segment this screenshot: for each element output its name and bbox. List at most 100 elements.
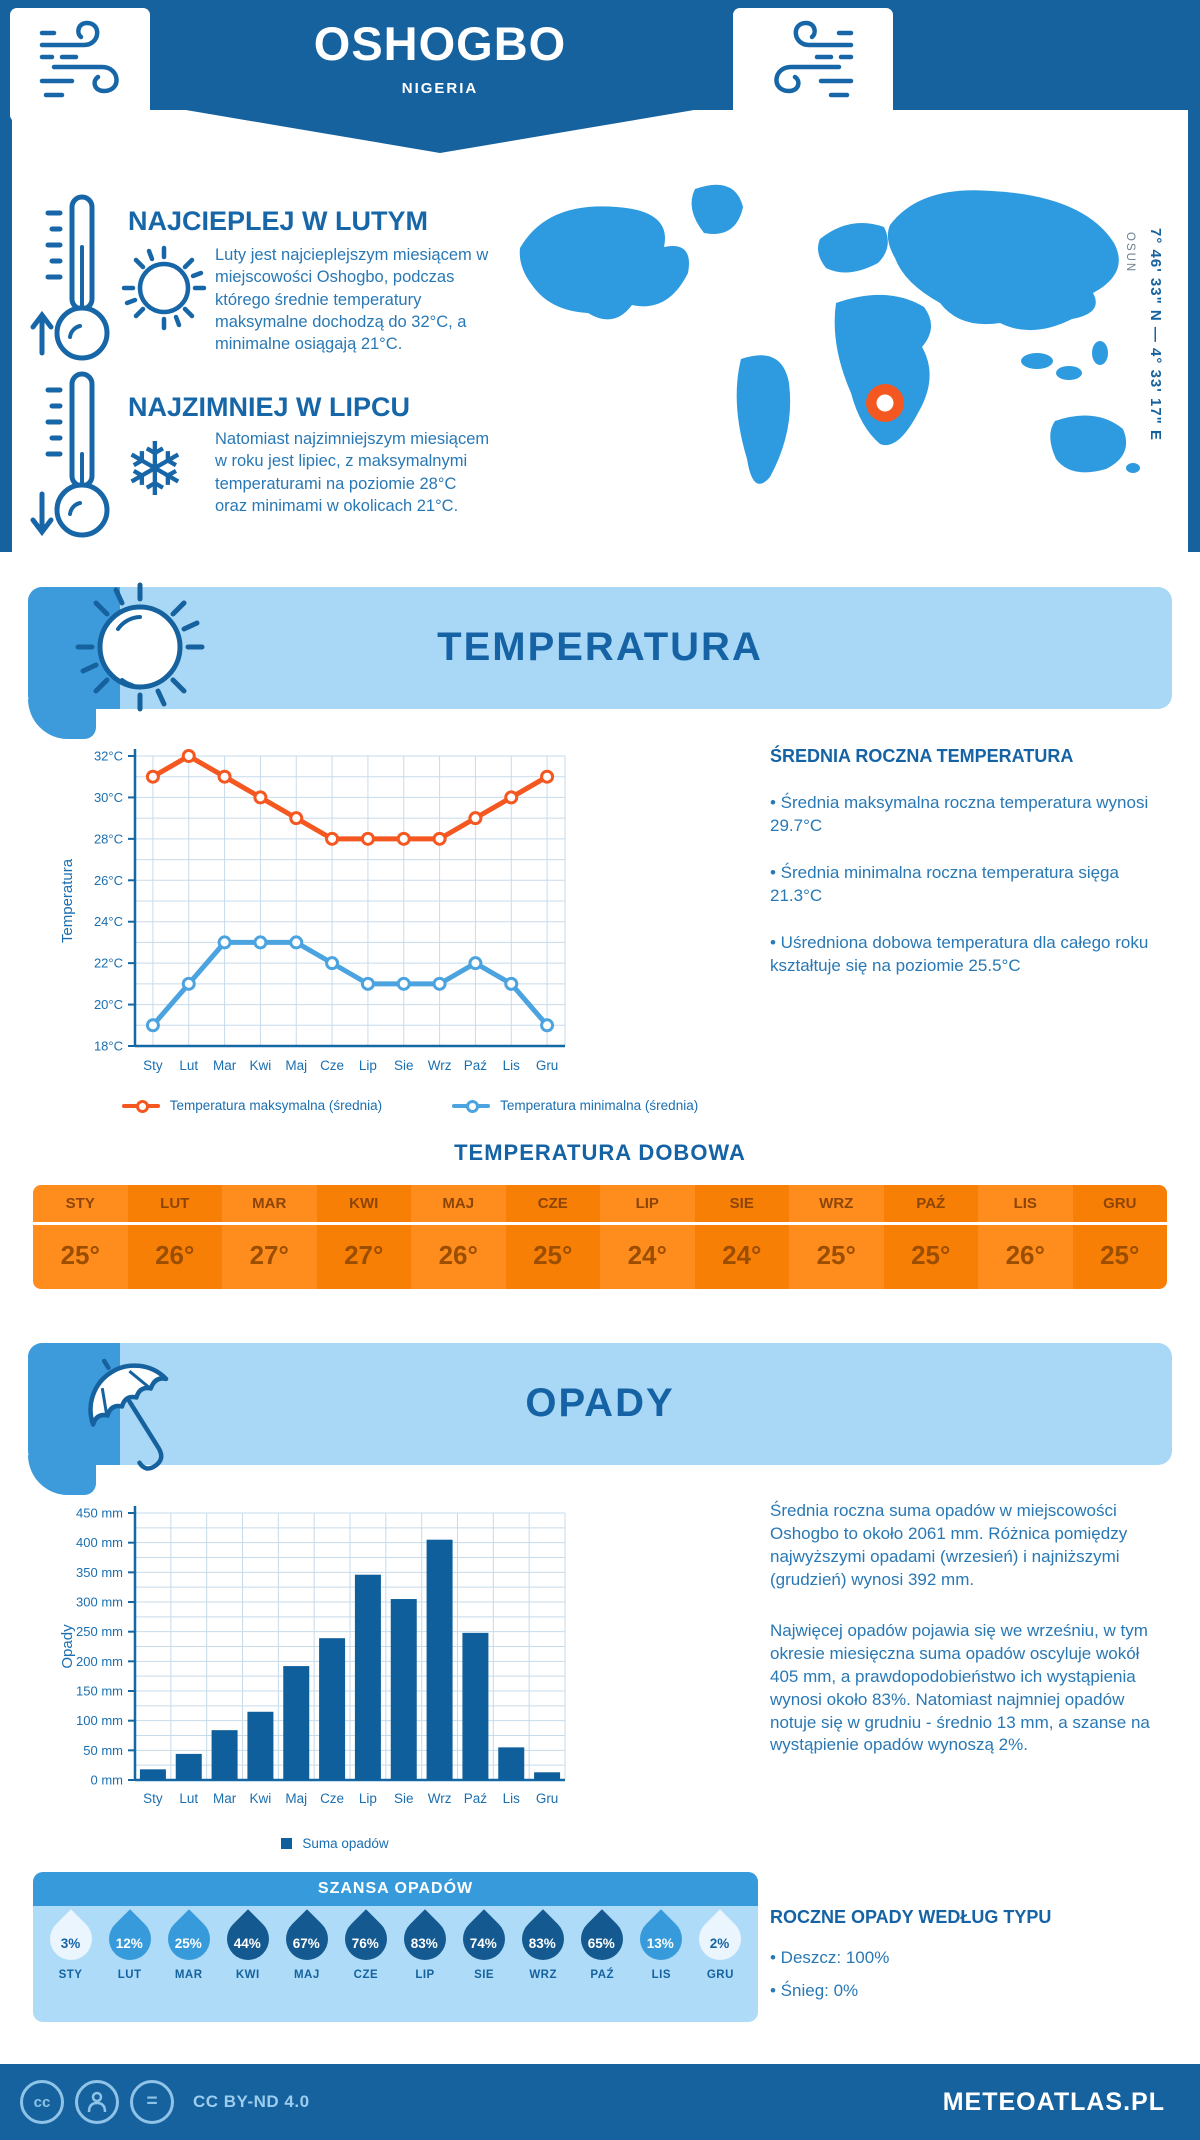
droplet-cell: 65% PAŹ — [572, 1906, 632, 1981]
svg-text:Maj: Maj — [285, 1791, 307, 1806]
svg-text:450 mm: 450 mm — [76, 1506, 123, 1521]
droplet-month: CZE — [353, 1969, 379, 1981]
region-label: OSUN — [1124, 232, 1136, 274]
droplet-month: KWI — [235, 1969, 260, 1981]
temperature-legend: Temperatura maksymalna (średnia) Temperat… — [30, 1098, 790, 1113]
temperature-chart: 18°C 20°C 22°C 24°C 26°C 28°C 30°C 32°C Sty Lut Ma… — [30, 740, 570, 1090]
droplet-cell: 13% LIS — [631, 1906, 692, 1981]
table-temperature-value: 25° — [911, 1240, 951, 1270]
droplet-month: LIS — [651, 1969, 672, 1981]
svg-text:32°C: 32°C — [94, 749, 123, 764]
svg-text:300 mm: 300 mm — [76, 1595, 123, 1610]
table-month-header: KWI — [349, 1195, 379, 1212]
svg-text:250 mm: 250 mm — [76, 1624, 123, 1639]
thermometer-up-icon — [28, 185, 128, 370]
svg-text:Mar: Mar — [213, 1058, 237, 1073]
svg-text:350 mm: 350 mm — [76, 1565, 123, 1580]
table-column: KWI 27° — [316, 1185, 411, 1289]
svg-text:50 mm: 50 mm — [83, 1743, 123, 1758]
wind-box-left — [10, 8, 150, 122]
license-label: CC BY-ND 4.0 — [193, 2092, 310, 2111]
svg-text:22°C: 22°C — [94, 956, 123, 971]
table-month-header: MAJ — [442, 1195, 475, 1212]
table-temperature-value: 26° — [155, 1240, 195, 1270]
table-month-header: CZE — [537, 1195, 568, 1212]
table-column: WRZ 25° — [789, 1185, 884, 1289]
droplet-month: LUT — [117, 1969, 142, 1981]
warmest-text: Luty jest najcieplejszym miesiącem w mie… — [215, 246, 489, 354]
svg-text:18°C: 18°C — [94, 1039, 123, 1054]
svg-text:26°C: 26°C — [94, 873, 123, 888]
sun-badge-icon — [70, 577, 210, 722]
droplet-month: GRU — [706, 1969, 734, 1981]
table-temperature-value: 25° — [816, 1240, 856, 1270]
table-column: CZE 25° — [505, 1185, 600, 1289]
table-temperature-value: 26° — [438, 1240, 478, 1270]
svg-text:Lis: Lis — [503, 1791, 521, 1806]
coordinates-label: 7° 46' 33" N — 4° 33' 17" E — [1147, 228, 1164, 441]
snowflake-icon: ❄ — [124, 428, 187, 511]
annual-temperature-panel: ŚREDNIA ROCZNA TEMPERATURA • Średnia mak… — [770, 744, 1168, 1002]
thermometer-down-icon — [28, 362, 128, 547]
svg-text:Opady: Opady — [59, 1624, 76, 1669]
svg-text:Sie: Sie — [394, 1791, 414, 1806]
svg-text:20°C: 20°C — [94, 997, 123, 1012]
table-temperature-value: 25° — [1100, 1240, 1140, 1270]
temperature-section-banner: TEMPERATURA — [28, 582, 1172, 739]
right-border — [1188, 0, 1200, 552]
svg-text:0 mm: 0 mm — [91, 1773, 124, 1788]
svg-text:Gru: Gru — [536, 1791, 559, 1806]
table-column: LUT 26° — [127, 1185, 222, 1289]
droplet-value: 83% — [529, 1935, 557, 1951]
table-column: STY 25° — [33, 1185, 128, 1289]
precipitation-paragraph: Średnia roczna suma opadów w miejscowośc… — [770, 1501, 1128, 1589]
svg-text:Kwi: Kwi — [250, 1058, 272, 1073]
droplet-month: MAR — [174, 1969, 203, 1981]
droplet-value: 74% — [470, 1935, 498, 1951]
svg-text:Kwi: Kwi — [250, 1791, 272, 1806]
coldest-title: NAJZIMNIEJ W LIPCU — [128, 392, 411, 422]
droplet-icon: 2% — [690, 1909, 751, 1969]
svg-text:Wrz: Wrz — [428, 1791, 452, 1806]
droplet-cell: 44% KWI — [218, 1906, 278, 1981]
coldest-text: Natomiast najzimniejszym miesiącem w rok… — [215, 430, 490, 515]
droplet-value: 25% — [175, 1935, 203, 1951]
svg-text:Cze: Cze — [320, 1791, 344, 1806]
droplet-month: MAJ — [293, 1969, 320, 1981]
world-map — [492, 163, 1144, 531]
wind-icon — [765, 15, 861, 116]
table-divider — [33, 1222, 1167, 1225]
droplet-value: 2% — [710, 1935, 731, 1951]
table-temperature-value: 24° — [722, 1240, 762, 1270]
svg-text:Lip: Lip — [359, 1058, 377, 1073]
droplet-cell: 2% GRU — [690, 1906, 751, 1981]
table-temperature-value: 27° — [249, 1240, 289, 1270]
droplet-value: 44% — [234, 1935, 262, 1951]
precipitation-section-title: OPADY — [525, 1381, 675, 1425]
table-temperature-value: 27° — [344, 1240, 384, 1270]
svg-text:Lip: Lip — [359, 1791, 377, 1806]
droplet-icon: 83% — [513, 1909, 573, 1969]
droplet-value: 67% — [293, 1935, 321, 1951]
table-month-header: GRU — [1103, 1195, 1137, 1212]
svg-text:Sty: Sty — [143, 1058, 163, 1073]
country-subtitle: NIGERIA — [401, 80, 479, 97]
droplet-month: WRZ — [529, 1969, 557, 1981]
table-column: LIP 24° — [600, 1185, 695, 1289]
precipitation-summary-panel: Średnia roczna suma opadów w miejscowośc… — [770, 1500, 1168, 1781]
legend-item: Suma opadów — [281, 1836, 389, 1851]
svg-text:Gru: Gru — [536, 1058, 559, 1073]
table-month-header: LUT — [160, 1195, 190, 1212]
table-month-header: STY — [65, 1195, 95, 1212]
precipitation-paragraph: Najwięcej opadów pojawia się we wrześniu… — [770, 1620, 1150, 1755]
droplet-value: 3% — [60, 1935, 81, 1951]
rain-chance-panel: SZANSA OPADÓW 3% STY 12% LUT 25% MAR 44% KWI 67%… — [33, 1872, 758, 2022]
droplet-value: 12% — [116, 1935, 144, 1951]
table-column: MAR 27° — [222, 1185, 317, 1289]
table-month-header: WRZ — [819, 1195, 854, 1212]
droplet-icon: 65% — [572, 1909, 632, 1969]
svg-text:Wrz: Wrz — [428, 1058, 452, 1073]
table-month-header: MAR — [252, 1195, 287, 1212]
droplet-icon: 74% — [454, 1909, 514, 1969]
